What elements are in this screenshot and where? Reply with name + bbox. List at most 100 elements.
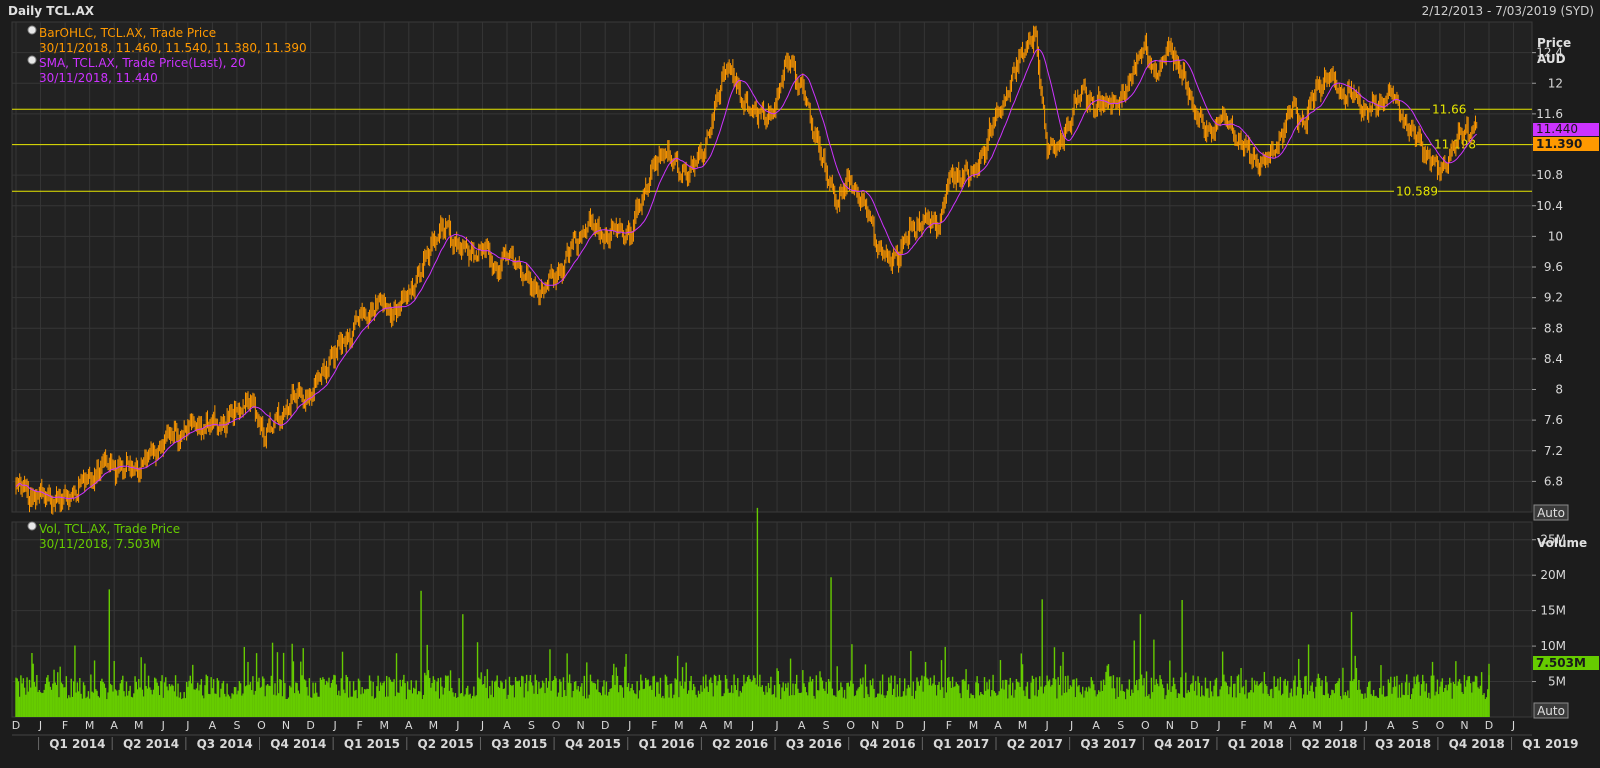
month-label: F — [946, 719, 952, 732]
price-auto-button[interactable] — [1533, 504, 1569, 521]
ohlc-bars — [15, 25, 1478, 515]
month-label: A — [209, 719, 217, 732]
volume-panel[interactable] — [11, 521, 1533, 718]
volume-legend: Vol, TCL.AX, Trade Price 30/11/2018, 7.5… — [27, 521, 180, 551]
month-label: M — [380, 719, 390, 732]
volume-auto-button[interactable] — [1533, 702, 1569, 719]
price-tick-label: 10 — [1548, 229, 1563, 243]
month-label: J — [1511, 719, 1515, 732]
month-label: D — [1485, 719, 1493, 732]
month-label: J — [1339, 719, 1343, 732]
month-label: J — [333, 719, 337, 732]
month-label: O — [1436, 719, 1445, 732]
volume-auto-button-label: Auto — [1537, 704, 1565, 718]
month-label: J — [480, 719, 484, 732]
price-tick-label: 8.8 — [1544, 321, 1563, 335]
month-label: O — [257, 719, 266, 732]
month-label: D — [896, 719, 904, 732]
date-range: 2/12/2013 - 7/03/2019 (SYD) — [1422, 4, 1594, 18]
month-label: F — [1240, 719, 1246, 732]
last-price-tag-text: 11.390 — [1536, 137, 1582, 151]
month-label: J — [1216, 719, 1220, 732]
ohlc-legend-title: BarOHLC, TCL.AX, Trade Price — [39, 26, 216, 40]
month-label: F — [651, 719, 657, 732]
quarter-label: Q1 2014 — [49, 737, 105, 751]
quarter-label: Q2 2014 — [123, 737, 179, 751]
legend-toggle-icon[interactable] — [27, 521, 37, 531]
month-label: J — [1044, 719, 1048, 732]
month-label: A — [110, 719, 118, 732]
month-label: J — [627, 719, 631, 732]
month-label: O — [1141, 719, 1150, 732]
month-label: J — [185, 719, 189, 732]
month-label: S — [1117, 719, 1124, 732]
quarter-label: Q2 2018 — [1301, 737, 1357, 751]
price-tick-label: 10.8 — [1536, 168, 1563, 182]
month-label: S — [528, 719, 535, 732]
month-label: D — [1190, 719, 1198, 732]
month-label: J — [750, 719, 754, 732]
volume-axis: 5M 10M 15M 20M 25M — [1532, 533, 1566, 689]
price-axis-title: Price — [1537, 36, 1571, 50]
price-auto-button-label: Auto — [1537, 506, 1565, 520]
volume-bars — [15, 507, 1490, 717]
last-volume-tag — [1533, 656, 1599, 670]
month-label: M — [723, 719, 733, 732]
volume-legend-values: 30/11/2018, 7.503M — [39, 537, 161, 551]
month-label: N — [871, 719, 879, 732]
price-tick-label: 8 — [1555, 383, 1563, 397]
volume-axis-title: Volume — [1537, 536, 1587, 550]
month-label: F — [357, 719, 363, 732]
month-label: M — [1263, 719, 1273, 732]
month-label: N — [1460, 719, 1468, 732]
month-label: A — [994, 719, 1002, 732]
price-tick-label: 7.2 — [1544, 444, 1563, 458]
price-tick-label: 9.6 — [1544, 260, 1563, 274]
volume-tick-label: 10M — [1540, 639, 1566, 653]
month-label: O — [552, 719, 561, 732]
month-label: J — [161, 719, 165, 732]
price-legend: BarOHLC, TCL.AX, Trade Price 30/11/2018,… — [27, 25, 307, 85]
quarter-label: Q3 2016 — [786, 737, 842, 751]
price-grid — [12, 22, 1532, 512]
quarter-label: Q3 2014 — [197, 737, 253, 751]
legend-toggle-icon[interactable] — [27, 55, 37, 65]
month-label: S — [233, 719, 240, 732]
month-label: J — [38, 719, 42, 732]
last-price-tag — [1533, 137, 1599, 151]
month-label: M — [674, 719, 684, 732]
price-tick-label: 6.8 — [1544, 474, 1563, 488]
last-volume-tag-text: 7.503M — [1536, 656, 1586, 670]
quarter-label: Q1 2016 — [639, 737, 695, 751]
volume-tick-label: 5M — [1548, 675, 1566, 689]
sma-legend-values: 30/11/2018, 11.440 — [39, 71, 158, 85]
month-label: M — [134, 719, 144, 732]
month-label: S — [823, 719, 830, 732]
month-label: A — [700, 719, 708, 732]
price-tags: 11.440 11.390 — [1533, 122, 1599, 151]
legend-toggle-icon[interactable] — [27, 25, 37, 35]
quarter-label: Q4 2015 — [565, 737, 621, 751]
price-tick-label: 11.6 — [1536, 107, 1563, 121]
month-label: J — [774, 719, 778, 732]
reference-line-label: 10.589 — [1396, 184, 1438, 198]
volume-tick-label: 25M — [1540, 533, 1566, 547]
month-label: A — [1289, 719, 1297, 732]
month-label: J — [455, 719, 459, 732]
month-label: A — [1387, 719, 1395, 732]
volume-legend-title: Vol, TCL.AX, Trade Price — [39, 522, 180, 536]
month-label: J — [922, 719, 926, 732]
month-label: A — [405, 719, 413, 732]
sma-legend-title: SMA, TCL.AX, Trade Price(Last), 20 — [39, 56, 246, 70]
month-label: N — [282, 719, 290, 732]
quarter-label: Q2 2015 — [418, 737, 474, 751]
price-axis-unit: AUD — [1537, 52, 1566, 66]
quarter-label: Q4 2017 — [1154, 737, 1210, 751]
month-label: A — [1092, 719, 1100, 732]
month-label: A — [798, 719, 806, 732]
month-label: S — [1412, 719, 1419, 732]
price-tick-label: 12 — [1548, 76, 1563, 90]
month-label: F — [62, 719, 68, 732]
